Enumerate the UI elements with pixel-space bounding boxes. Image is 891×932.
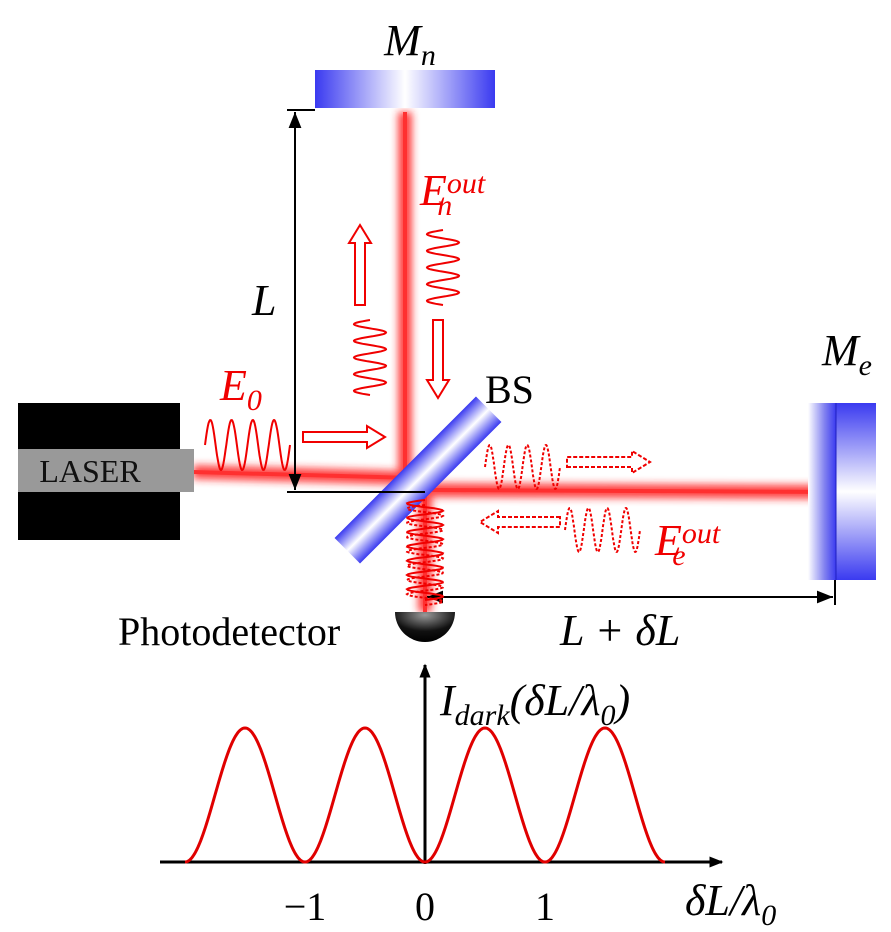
label-part: M [821, 326, 861, 375]
label-part: out [682, 517, 721, 550]
intensity-curve [184, 726, 666, 864]
arm-length-e-label: L + δL [559, 606, 680, 655]
label-part: dark [455, 699, 511, 732]
field-e-label: Eout e [654, 516, 721, 572]
direction-arrow [302, 424, 387, 450]
mirror-e [808, 403, 876, 580]
plot: Idark(δL/λ0) δL/λ0 −1 0 1 [160, 663, 776, 932]
label-part: E [419, 166, 447, 215]
label-part: E [219, 361, 247, 410]
label-part: out [447, 167, 486, 200]
label-part: e [672, 539, 685, 572]
field-n-label: Eout n [419, 166, 486, 222]
dimensions [287, 109, 836, 605]
direction-arrow [425, 319, 451, 400]
beams [192, 112, 836, 612]
laser-head [18, 449, 194, 492]
direction-arrow [347, 223, 373, 306]
waves [204, 223, 652, 606]
beam-splitter [334, 396, 502, 564]
detector-label: Photodetector [118, 609, 340, 654]
label-part: I [439, 676, 457, 725]
x-axis-label: δL/λ0 [685, 876, 776, 932]
wave [352, 319, 388, 396]
wave [484, 444, 561, 490]
label-part: (δL/λ [510, 676, 601, 725]
label-part: n [437, 189, 452, 222]
mirror-n [315, 70, 495, 108]
wave [204, 419, 291, 471]
mirror-n-label: Mn [383, 16, 436, 72]
mirror-e-label: Me [821, 326, 872, 382]
wave [405, 504, 445, 606]
wave [425, 229, 461, 306]
arm-length-label: L [251, 276, 276, 325]
photodetector [395, 612, 455, 642]
field-in-label: E0 [219, 361, 262, 417]
wave [405, 499, 445, 601]
label-part: 0 [601, 699, 616, 732]
wave [564, 507, 641, 553]
label-part: E [654, 516, 682, 565]
x-tick-label: 1 [535, 884, 555, 929]
x-tick-label: −1 [284, 884, 327, 929]
y-axis-label: Idark(δL/λ0) [439, 676, 630, 732]
label-part: ) [613, 676, 631, 725]
direction-arrow [478, 509, 561, 535]
bs-label: BS [485, 367, 534, 412]
direction-arrow [566, 449, 652, 475]
label-part: 0 [247, 384, 262, 417]
label-part: e [859, 349, 872, 382]
label-part: M [383, 16, 423, 65]
laser-label: LASER [39, 453, 141, 489]
label-part: 0 [761, 899, 776, 932]
x-tick-label: 0 [415, 884, 435, 929]
label-part: δL/λ [685, 876, 761, 925]
label-part: n [421, 39, 436, 72]
